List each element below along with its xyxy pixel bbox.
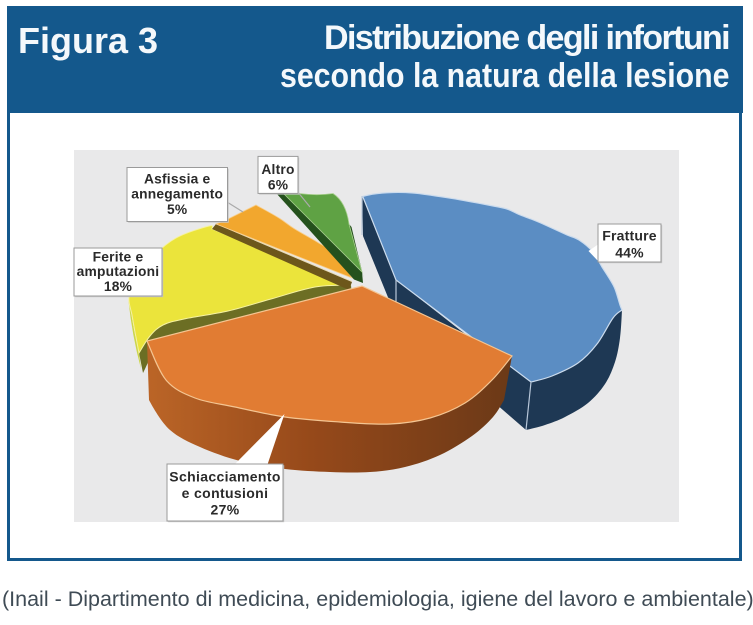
svg-text:Altro: Altro <box>261 162 294 177</box>
svg-text:annegamento: annegamento <box>131 187 223 202</box>
svg-text:5%: 5% <box>167 202 187 217</box>
svg-text:27%: 27% <box>210 502 239 518</box>
svg-text:Ferite e: Ferite e <box>93 249 144 264</box>
svg-text:Schiacciamento: Schiacciamento <box>169 468 281 484</box>
svg-text:6%: 6% <box>268 177 288 192</box>
svg-text:Fratture: Fratture <box>602 228 657 244</box>
svg-text:Asfissia e: Asfissia e <box>144 172 211 187</box>
svg-text:18%: 18% <box>104 279 132 294</box>
svg-text:44%: 44% <box>615 245 644 261</box>
svg-text:e contusioni: e contusioni <box>182 485 269 501</box>
svg-text:amputazioni: amputazioni <box>77 264 160 279</box>
